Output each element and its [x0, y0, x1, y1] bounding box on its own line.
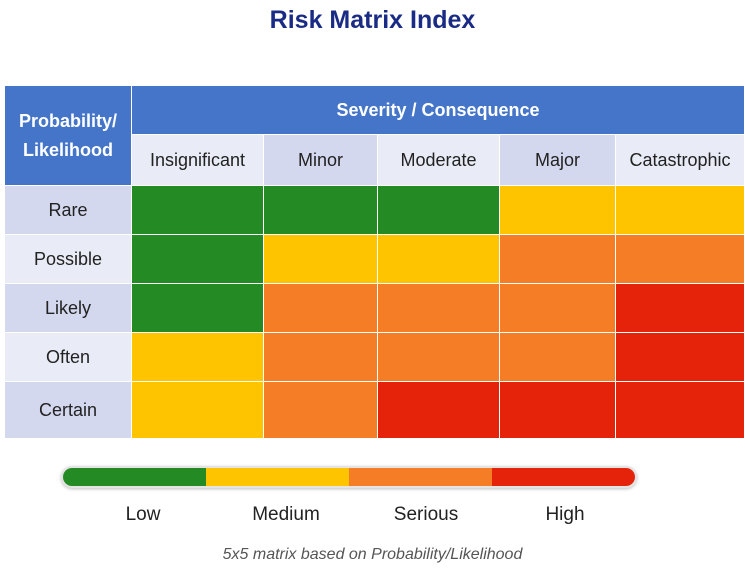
- row-header-often: Often: [5, 333, 131, 381]
- risk-cell-medium: [378, 235, 499, 283]
- column-header-minor: Minor: [264, 135, 377, 185]
- probability-header-line2: Likelihood: [23, 139, 113, 160]
- legend-label-low: Low: [125, 504, 161, 525]
- risk-cell-high: [378, 382, 499, 438]
- risk-cell-low: [378, 186, 499, 234]
- risk-cell-serious: [500, 284, 615, 332]
- risk-cell-medium: [264, 235, 377, 283]
- column-header-moderate: Moderate: [378, 135, 499, 185]
- risk-cell-serious: [264, 284, 377, 332]
- risk-cell-low: [132, 235, 263, 283]
- risk-cell-serious: [264, 382, 377, 438]
- risk-cell-serious: [378, 333, 499, 381]
- column-header-catastrophic: Catastrophic: [616, 135, 744, 185]
- risk-cell-medium: [500, 186, 615, 234]
- legend-swatch-medium: [206, 468, 349, 486]
- legend-swatch-serious: [349, 468, 492, 486]
- risk-cell-low: [132, 284, 263, 332]
- risk-cell-serious: [500, 235, 615, 283]
- risk-cell-medium: [132, 333, 263, 381]
- legend-swatch-high: [492, 468, 635, 486]
- row-header-possible: Possible: [5, 235, 131, 283]
- risk-cell-low: [264, 186, 377, 234]
- risk-cell-medium: [132, 382, 263, 438]
- risk-cell-high: [616, 333, 744, 381]
- page-title: Risk Matrix Index: [269, 6, 476, 34]
- risk-cell-low: [132, 186, 263, 234]
- risk-cell-serious: [378, 284, 499, 332]
- column-header-insignificant: Insignificant: [132, 135, 263, 185]
- severity-header: Severity / Consequence: [132, 86, 744, 134]
- risk-cell-serious: [264, 333, 377, 381]
- row-header-rare: Rare: [5, 186, 131, 234]
- risk-cell-serious: [616, 235, 744, 283]
- risk-cell-serious: [500, 333, 615, 381]
- legend-label-medium: Medium: [252, 504, 320, 525]
- legend-label-serious: Serious: [393, 504, 459, 525]
- risk-cell-medium: [616, 186, 744, 234]
- risk-cell-high: [616, 284, 744, 332]
- legend-label-high: High: [545, 504, 585, 525]
- probability-header-line1: Probability/: [18, 110, 117, 131]
- column-header-major: Major: [500, 135, 615, 185]
- risk-legend-bar: [63, 468, 635, 486]
- risk-matrix: Probability/ Likelihood Severity / Conse…: [5, 86, 744, 438]
- row-header-certain: Certain: [5, 382, 131, 438]
- probability-header: Probability/ Likelihood: [5, 86, 131, 185]
- legend-swatch-low: [63, 468, 206, 486]
- footnote: 5x5 matrix based on Probability/Likeliho…: [222, 546, 523, 563]
- row-header-likely: Likely: [5, 284, 131, 332]
- risk-cell-high: [616, 382, 744, 438]
- risk-cell-high: [500, 382, 615, 438]
